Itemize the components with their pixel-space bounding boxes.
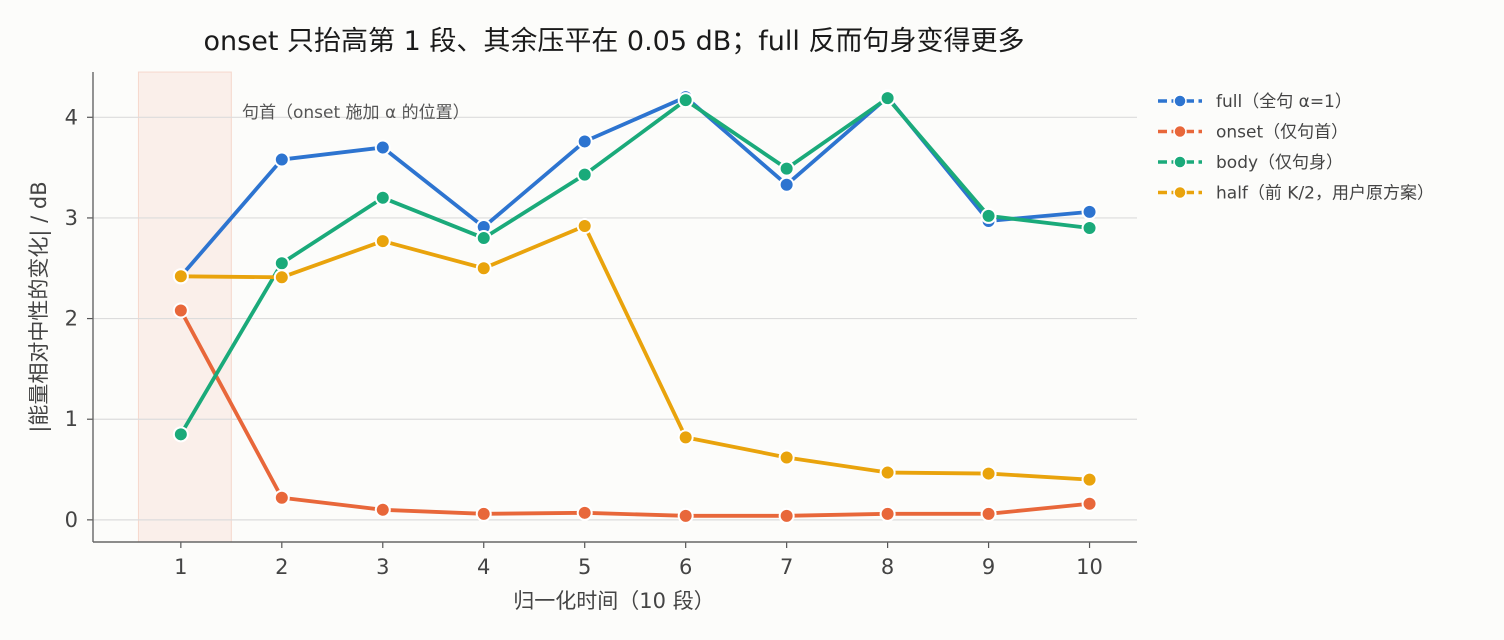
plot-area: 0 1 2 3 4 1 2 3 4 5 6 7 8 9 10	[65, 71, 1137, 579]
x-tick-label: 2	[275, 555, 288, 579]
data-point	[1081, 495, 1098, 512]
data-point	[374, 233, 391, 250]
x-tick-label: 10	[1076, 555, 1103, 579]
data-point	[1081, 203, 1098, 220]
y-tick-label: 0	[65, 508, 78, 532]
series-1	[172, 302, 1098, 524]
data-point	[273, 151, 290, 168]
series-line	[178, 96, 1092, 437]
data-point	[778, 160, 795, 177]
series-2	[172, 90, 1098, 443]
data-point	[273, 269, 290, 286]
series-3	[172, 217, 1098, 488]
data-point	[374, 189, 391, 206]
legend-marker	[1173, 185, 1187, 200]
legend-item: body（仅句身）	[1158, 153, 1343, 173]
data-point	[677, 429, 694, 446]
legend-label: half（前 K/2，用户原方案）	[1216, 184, 1434, 204]
data-point	[475, 505, 492, 522]
y-tick-label: 3	[65, 206, 78, 230]
data-point	[374, 139, 391, 156]
x-axis-label: 归一化时间（10 段）	[513, 589, 714, 613]
data-point	[374, 501, 391, 518]
data-point	[475, 230, 492, 247]
data-point	[172, 426, 189, 443]
data-point	[980, 207, 997, 224]
legend: full（全句 α=1） onset（仅句首） body（仅句身） half（前 K/…	[1158, 92, 1434, 204]
data-point	[677, 507, 694, 524]
legend-marker	[1173, 94, 1187, 108]
legend-label: full（全句 α=1）	[1216, 92, 1352, 112]
data-point	[576, 133, 593, 150]
data-point	[475, 260, 492, 277]
legend-item: full（全句 α=1）	[1158, 92, 1352, 112]
series-line	[178, 95, 1092, 279]
x-tick-label: 8	[881, 555, 894, 579]
data-point	[778, 176, 795, 193]
data-point	[576, 217, 593, 234]
y-axis-label: |能量相对中性的变化| / dB	[27, 181, 52, 432]
data-point	[1081, 219, 1098, 236]
data-point	[172, 302, 189, 319]
x-tick-label: 9	[982, 555, 995, 579]
y-tick-label: 1	[65, 407, 78, 431]
x-tick-label: 5	[578, 555, 591, 579]
legend-item: half（前 K/2，用户原方案）	[1158, 184, 1434, 204]
data-point	[1081, 471, 1098, 488]
data-point	[273, 255, 290, 272]
legend-label: body（仅句身）	[1216, 153, 1343, 173]
data-point	[273, 489, 290, 506]
legend-marker	[1173, 124, 1187, 139]
data-point	[879, 90, 896, 107]
x-tick-label: 1	[174, 555, 187, 579]
series-line	[178, 224, 1092, 482]
data-point	[879, 505, 896, 522]
shaded-region-annotation: 句首（onset 施加 α 的位置）	[242, 103, 470, 123]
chart-title: onset 只抬高第 1 段、其余压平在 0.05 dB；full 反而句身变得…	[204, 26, 1025, 57]
data-point	[778, 507, 795, 524]
x-tick-label: 4	[477, 555, 490, 579]
data-point	[980, 465, 997, 482]
data-point	[172, 268, 189, 285]
data-point	[778, 449, 795, 466]
x-tick-label: 7	[780, 555, 793, 579]
data-point	[576, 166, 593, 183]
series-line	[178, 308, 1092, 518]
y-tick-label: 2	[65, 307, 78, 331]
legend-item: onset（仅句首）	[1158, 123, 1348, 143]
legend-marker	[1173, 155, 1187, 169]
data-point	[576, 504, 593, 521]
x-tick-label: 3	[376, 555, 389, 579]
data-point	[980, 505, 997, 522]
data-point	[677, 92, 694, 109]
data-point	[879, 464, 896, 481]
y-tick-label: 4	[65, 105, 78, 129]
legend-label: onset（仅句首）	[1216, 123, 1348, 143]
x-tick-label: 6	[679, 555, 692, 579]
